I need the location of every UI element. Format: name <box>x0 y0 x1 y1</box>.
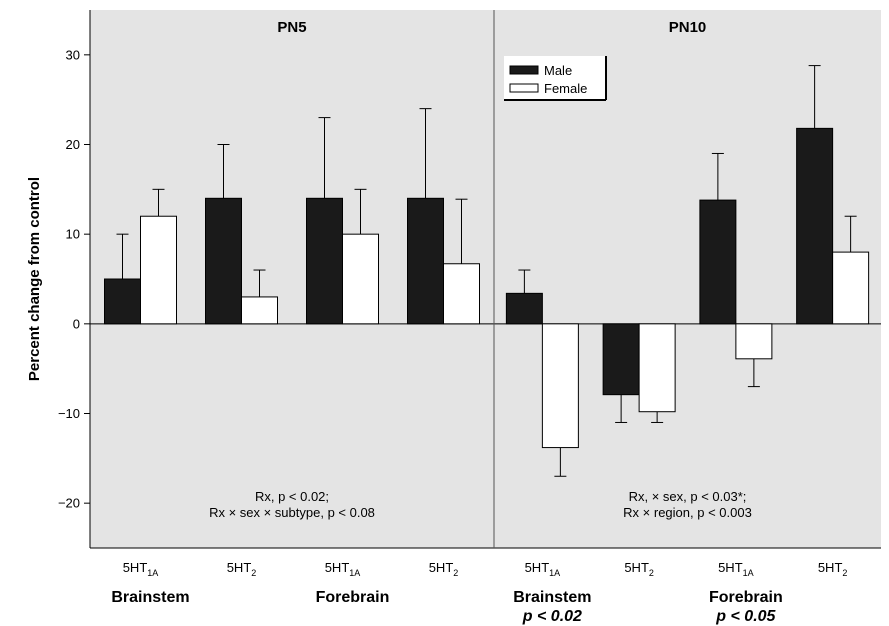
region-label: Brainstem <box>111 589 189 606</box>
panel-title: PN5 <box>277 19 306 36</box>
y-tick-label: 30 <box>66 47 80 62</box>
y-axis-label: Percent change from control <box>26 177 43 381</box>
stats-annotation: Rx × region, p < 0.003 <box>623 505 752 520</box>
bar-male <box>306 197 343 325</box>
stats-annotation: Rx, × sex, p < 0.03*; <box>629 489 747 504</box>
region-p-value: p < 0.02 <box>522 608 582 625</box>
x-tick-label-subscript: 1A <box>549 568 560 578</box>
legend-swatch-female <box>509 83 539 93</box>
x-tick-label: 5HT1A <box>325 560 361 578</box>
stats-annotation: Rx × sex × subtype, p < 0.08 <box>209 505 375 520</box>
region-label: Brainstem <box>513 589 591 606</box>
x-tick-label-subscript: 2 <box>842 568 847 578</box>
x-tick-label-base: 5HT <box>325 560 350 575</box>
x-tick-label-subscript: 2 <box>251 568 256 578</box>
bar-male <box>602 323 640 396</box>
legend-box <box>504 56 606 100</box>
x-tick-label-subscript: 1A <box>147 568 158 578</box>
x-tick-label-base: 5HT <box>123 560 148 575</box>
x-tick-label-subscript: 1A <box>743 568 754 578</box>
x-tick-label: 5HT2 <box>227 560 257 578</box>
x-tick-label: 5HT2 <box>429 560 459 578</box>
bar-female <box>342 233 379 325</box>
region-label: Forebrain <box>316 589 390 606</box>
x-tick-label-base: 5HT <box>525 560 550 575</box>
bar-female <box>140 215 177 325</box>
bar-male <box>205 197 242 325</box>
x-tick-label: 5HT2 <box>818 560 848 578</box>
x-tick-label-base: 5HT <box>718 560 743 575</box>
bar-female <box>735 323 773 360</box>
legend-swatch-male <box>509 65 539 75</box>
bar-female <box>443 263 480 325</box>
bar-female <box>832 251 870 325</box>
y-tick-label: 20 <box>66 137 80 152</box>
bar-female <box>638 323 676 413</box>
x-tick-label: 5HT2 <box>624 560 654 578</box>
x-tick-label-base: 5HT <box>818 560 843 575</box>
y-tick-label: 0 <box>73 316 80 331</box>
bar-male <box>796 127 834 325</box>
panel-title: PN10 <box>669 19 707 36</box>
region-p-value: p < 0.05 <box>715 608 776 625</box>
x-tick-label-base: 5HT <box>624 560 649 575</box>
y-tick-label: −10 <box>58 406 80 421</box>
legend-label-male: Male <box>544 63 572 78</box>
y-tick-label: 10 <box>66 227 80 242</box>
x-tick-label-subscript: 1A <box>349 568 360 578</box>
y-tick-label: −20 <box>58 496 80 511</box>
region-label: Forebrain <box>709 589 783 606</box>
legend-label-female: Female <box>544 81 587 96</box>
bar-female <box>541 323 579 449</box>
bar-male <box>104 278 141 325</box>
x-tick-label-base: 5HT <box>429 560 454 575</box>
bar-male <box>505 292 543 325</box>
x-tick-label-subscript: 2 <box>453 568 458 578</box>
bar-male <box>407 197 444 325</box>
x-tick-label: 5HT1A <box>718 560 754 578</box>
x-tick-label: 5HT1A <box>123 560 159 578</box>
x-tick-label-subscript: 2 <box>649 568 654 578</box>
stats-annotation: Rx, p < 0.02; <box>255 489 329 504</box>
bar-male <box>699 199 737 325</box>
x-tick-label-base: 5HT <box>227 560 252 575</box>
bar-female <box>241 296 278 325</box>
x-tick-label: 5HT1A <box>525 560 561 578</box>
